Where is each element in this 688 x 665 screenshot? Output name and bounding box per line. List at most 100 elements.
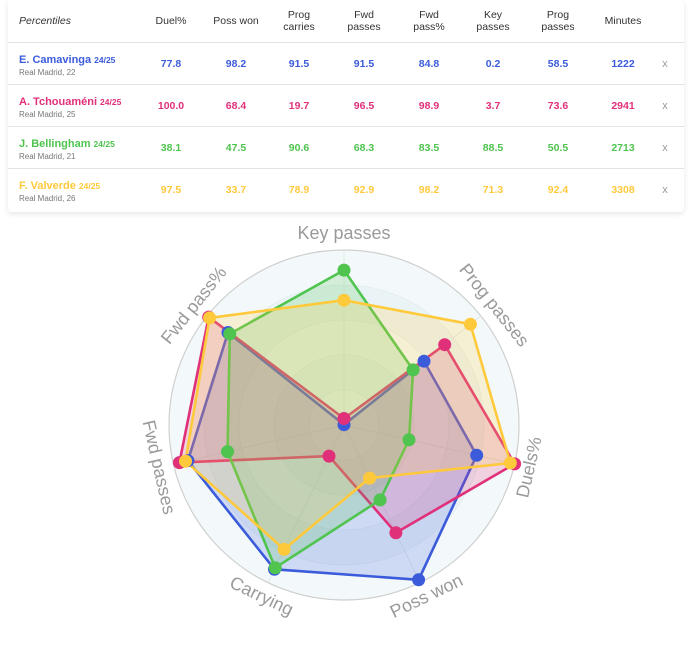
column-header-line: Duel% [155,15,187,27]
cell-key-passes: 88.5 [482,142,504,154]
player-name-text: A. Tchouaméni [19,96,98,108]
player-name-text: J. Bellingham [19,138,91,150]
radar-point [412,573,426,587]
player-name-text: F. Valverde [19,180,76,192]
column-header-line: Key [483,9,503,21]
radar-point [203,311,217,325]
cell-prog-carries: 19.7 [288,100,310,112]
radar-point [406,363,420,377]
cell-poss-won: 47.5 [225,142,247,154]
radar-point [470,448,484,462]
cell-duel: 100.0 [157,100,185,112]
column-header-line: passes [476,21,510,33]
cell-fwd-pass-pct: 83.5 [418,142,440,154]
column-header-duel: Duel% [139,0,203,42]
cell-poss-won: 33.7 [225,184,247,196]
cell-prog-carries: 90.6 [288,142,310,154]
column-header-line: passes [347,21,381,33]
column-header-line: Prog [287,9,311,21]
radar-point [322,449,336,463]
cell-fwd-passes: 68.3 [353,142,375,154]
column-header-key-passes: Key passes [461,0,525,42]
player-club-age: Real Madrid, 25 [19,110,76,119]
cell-fwd-pass-pct: 84.8 [418,58,440,70]
player-season: 24/25 [94,55,116,65]
cell-fwd-passes: 96.5 [353,100,375,112]
column-header-line: Poss won [213,15,259,27]
radar-point [463,317,477,331]
percentiles-table: Percentiles Duel% Poss won Prog carries Fwd p… [8,0,684,212]
cell-fwd-pass-pct: 98.9 [418,100,440,112]
cell-poss-won: 68.4 [225,100,247,112]
radar-series-points [172,263,522,587]
column-header-line: Prog [546,9,570,21]
cell-duel: 97.5 [160,184,182,196]
radar-point [402,433,416,447]
column-header-prog-passes: Prog passes [526,0,590,42]
radar-point [417,354,431,368]
table-row: A. Tchouaméni 24/25 Real Madrid, 25 100.0 68… [8,84,684,127]
player-club-age: Real Madrid, 21 [19,152,76,161]
radar-point [221,445,234,459]
cell-key-passes: 0.2 [485,58,501,70]
column-header-prog-carries: Prog carries [267,0,331,42]
percentiles-header: Percentiles [19,15,71,27]
radar-point [337,263,351,277]
player-name: E. Camavinga 24/25 [19,54,115,66]
radar-point [223,327,237,341]
radar-point [373,493,387,507]
column-header-line: passes [541,21,575,33]
player-name-text: E. Camavinga [19,54,92,66]
column-header-fwd-passes: Fwd passes [332,0,396,42]
player-name: J. Bellingham 24/25 [19,138,115,150]
cell-minutes: 3308 [611,184,635,196]
column-header-line: Fwd [419,9,439,21]
player-club-age: Real Madrid, 26 [19,194,76,203]
radar-point [503,456,517,470]
table-row: F. Valverde 24/25 Real Madrid, 26 97.5 33.7 7… [8,168,684,211]
column-header-line: Fwd [354,9,374,21]
cell-fwd-passes: 92.9 [353,184,375,196]
radar-point [337,293,351,307]
cell-key-passes: 71.3 [482,184,504,196]
cell-prog-passes: 73.6 [547,100,569,112]
cell-poss-won: 98.2 [225,58,247,70]
radar-spoke [343,424,515,465]
radar-point [277,542,291,556]
radar-spoke [173,424,345,465]
remove-player-button[interactable]: x [662,184,668,196]
radar-point [438,338,452,352]
player-club-age: Real Madrid, 22 [19,68,76,77]
cell-minutes: 1222 [611,58,635,70]
table-header: Percentiles Duel% Poss won Prog carries Fwd p… [8,0,684,42]
radar-point [389,526,403,540]
cell-duel: 77.8 [160,58,182,70]
remove-player-button[interactable]: x [662,100,668,112]
cell-key-passes: 3.7 [485,100,501,112]
column-header-minutes: Minutes [591,0,655,42]
player-season: 24/25 [93,139,115,149]
player-season: 24/25 [78,181,101,191]
player-season: 24/25 [100,97,122,107]
player-name: A. Tchouaméni 24/25 [19,96,121,108]
cell-prog-passes: 50.5 [547,142,569,154]
axis-label: Key passes [297,223,390,243]
remove-player-button[interactable]: x [662,142,668,154]
radar-point [179,454,192,468]
cell-fwd-pass-pct: 98.2 [418,184,440,196]
table-row: E. Camavinga 24/25 Real Madrid, 22 77.8 98.2… [8,42,684,85]
radar-point [268,561,282,575]
column-header-line: pass% [413,21,445,33]
cell-prog-carries: 78.9 [288,184,310,196]
cell-prog-passes: 58.5 [547,58,569,70]
column-header-poss-won: Poss won [204,0,268,42]
radar-point [337,412,351,425]
radar-series-area [226,268,415,570]
column-header-fwd-pass-pct: Fwd pass% [397,0,461,42]
player-name: F. Valverde 24/25 [19,180,100,192]
cell-prog-carries: 91.5 [288,58,310,70]
column-header-line: Minutes [604,15,642,27]
cell-minutes: 2941 [611,100,635,112]
remove-player-button[interactable]: x [662,58,668,70]
